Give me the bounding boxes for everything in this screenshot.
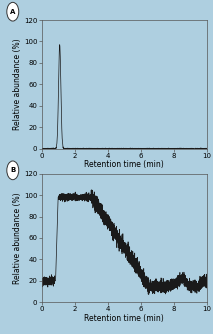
- Text: A: A: [10, 9, 16, 15]
- Y-axis label: Relative abundance (%): Relative abundance (%): [13, 38, 23, 130]
- X-axis label: Retention time (min): Retention time (min): [84, 314, 164, 323]
- X-axis label: Retention time (min): Retention time (min): [84, 160, 164, 169]
- Text: B: B: [10, 167, 15, 173]
- Y-axis label: Relative abundance (%): Relative abundance (%): [13, 192, 23, 284]
